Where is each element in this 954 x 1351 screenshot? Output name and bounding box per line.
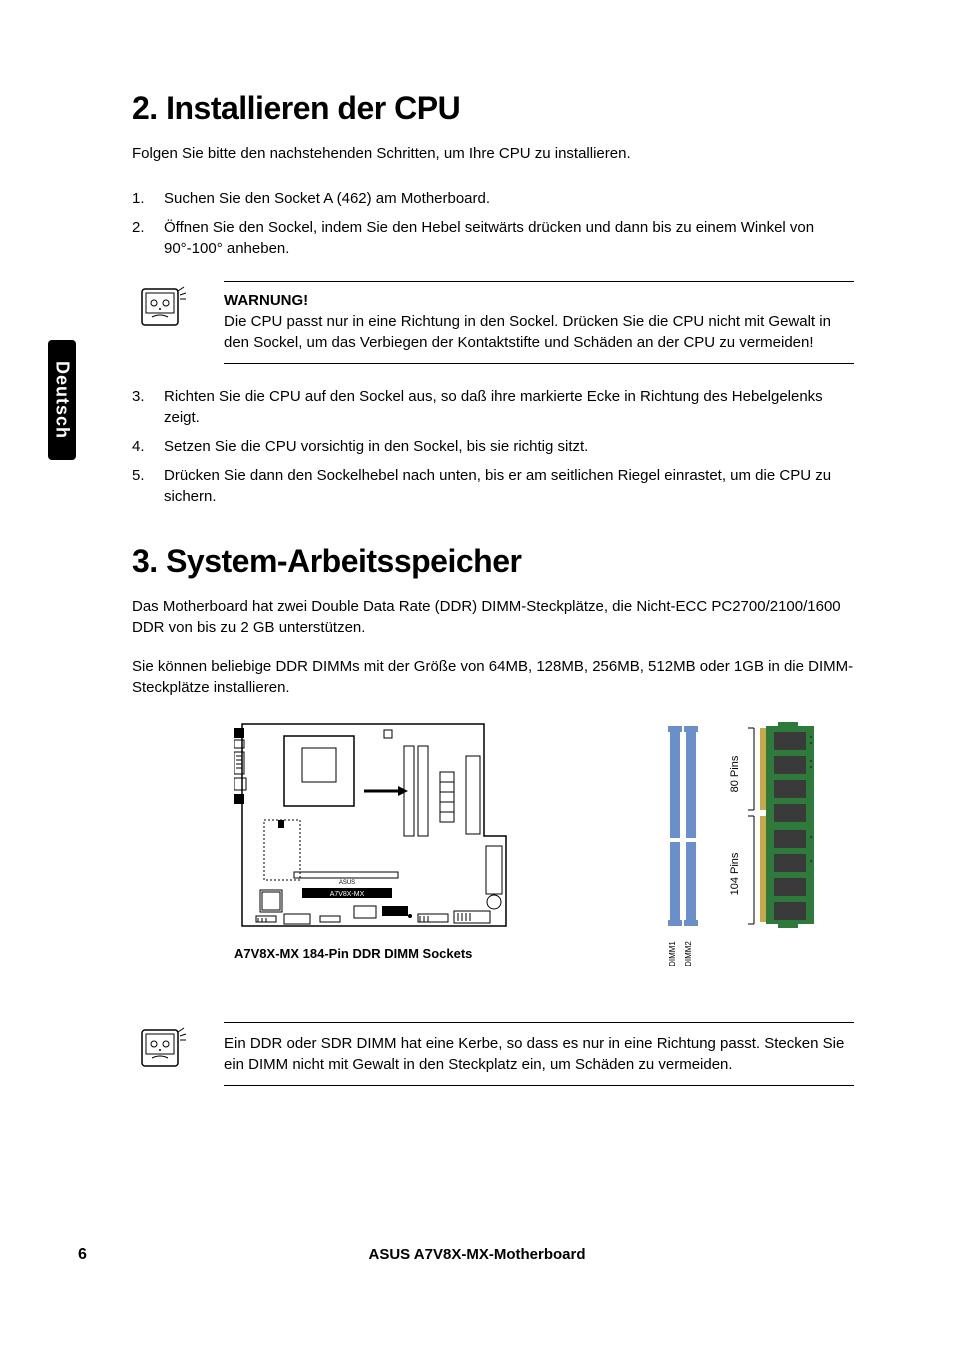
warning-body: Die CPU passt nur in eine Richtung in de… [224,311,854,353]
section2: 3. System-Arbeitsspeicher Das Motherboar… [132,543,854,1086]
step-item: 2. Öffnen Sie den Sockel, indem Sie den … [132,217,854,259]
page-number: 6 [78,1246,87,1264]
note-body: Ein DDR oder SDR DIMM hat eine Kerbe, so… [224,1033,854,1075]
section2-para1: Das Motherboard hat zwei Double Data Rat… [132,596,854,638]
step-text: Setzen Sie die CPU vorsichtig in den Soc… [164,436,588,457]
note-icon-column [132,1022,224,1076]
section1-heading: 2. Installieren der CPU [132,90,854,127]
steps-list-a: 1. Suchen Sie den Socket A (462) am Moth… [132,188,854,259]
warning-text-column: WARNUNG! Die CPU passt nur in eine Richt… [224,281,854,364]
step-item: 1. Suchen Sie den Socket A (462) am Moth… [132,188,854,209]
warning-title: WARNUNG! [224,292,854,309]
step-text: Richten Sie die CPU auf den Sockel aus, … [164,386,854,428]
step-text: Öffnen Sie den Sockel, indem Sie den Heb… [164,217,854,259]
step-num: 1. [132,188,164,209]
step-num: 2. [132,217,164,259]
footer-title: ASUS A7V8X-MX-Motherboard [0,1246,954,1263]
page-content: 2. Installieren der CPU Folgen Sie bitte… [0,0,954,1086]
section2-para2: Sie können beliebige DDR DIMMs mit der G… [132,656,854,698]
mobo-model-label: A7V8X-MX [330,891,365,898]
language-side-tab: Deutsch [48,340,76,460]
step-num: 5. [132,465,164,507]
motherboard-caption: A7V8X-MX 184-Pin DDR DIMM Sockets [234,946,472,961]
language-tab-label: Deutsch [52,361,73,439]
page-footer: 6 ASUS A7V8X-MX-Motherboard [0,1246,954,1263]
pins-80-label: 80 Pins [729,755,741,792]
steps-list-b: 3. Richten Sie die CPU auf den Sockel au… [132,386,854,507]
dimm1-label: DIMM1 [668,941,677,966]
diagram-area: A7V8X-MX ASUS [132,716,854,986]
step-num: 4. [132,436,164,457]
warning-block: WARNUNG! Die CPU passt nur in eine Richt… [132,281,854,364]
note-text-column: Ein DDR oder SDR DIMM hat eine Kerbe, so… [224,1022,854,1086]
note-icon [136,1022,190,1076]
step-item: 4. Setzen Sie die CPU vorsichtig in den … [132,436,854,457]
motherboard-diagram: A7V8X-MX ASUS [234,716,514,941]
svg-text:ASUS: ASUS [339,880,355,886]
step-item: 3. Richten Sie die CPU auf den Sockel au… [132,386,854,428]
section1-intro: Folgen Sie bitte den nachstehenden Schri… [132,143,854,164]
dimm2-label: DIMM2 [684,941,693,966]
section2-heading: 3. System-Arbeitsspeicher [132,543,854,580]
step-num: 3. [132,386,164,428]
dimm-module-diagram: DIMM1 DIMM2 80 Pins 104 Pins [666,716,836,971]
warning-icon-column [132,281,224,335]
note-block: Ein DDR oder SDR DIMM hat eine Kerbe, so… [132,1022,854,1086]
step-item: 5. Drücken Sie dann den Sockelhebel nach… [132,465,854,507]
warning-icon [136,281,190,335]
step-text: Drücken Sie dann den Sockelhebel nach un… [164,465,854,507]
step-text: Suchen Sie den Socket A (462) am Motherb… [164,188,490,209]
pins-104-label: 104 Pins [729,852,741,895]
